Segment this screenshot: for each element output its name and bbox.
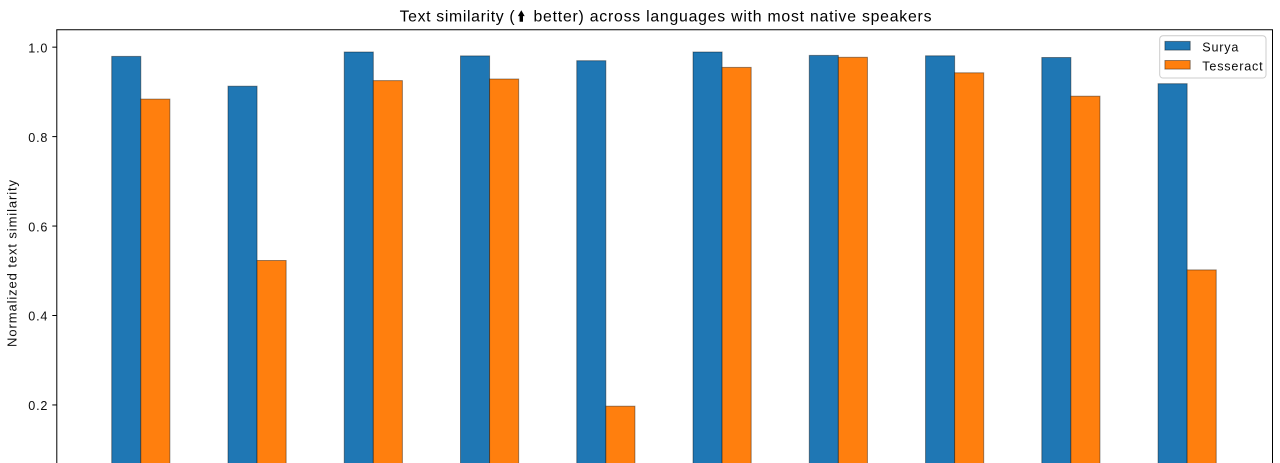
svg-text:0.8: 0.8	[28, 131, 48, 145]
svg-text:0.4: 0.4	[28, 310, 48, 324]
svg-text:better) across languages with: better) across languages with most nativ…	[534, 8, 933, 25]
svg-text:Surya: Surya	[1202, 40, 1239, 54]
svg-text:Tesseract: Tesseract	[1202, 59, 1263, 73]
svg-text:Normalized text similarity: Normalized text similarity	[5, 179, 20, 347]
svg-text:0.2: 0.2	[28, 399, 48, 413]
svg-text:Text similarity (: Text similarity (	[400, 8, 516, 25]
svg-text:1.0: 1.0	[28, 41, 48, 55]
svg-text:0.6: 0.6	[28, 220, 48, 234]
